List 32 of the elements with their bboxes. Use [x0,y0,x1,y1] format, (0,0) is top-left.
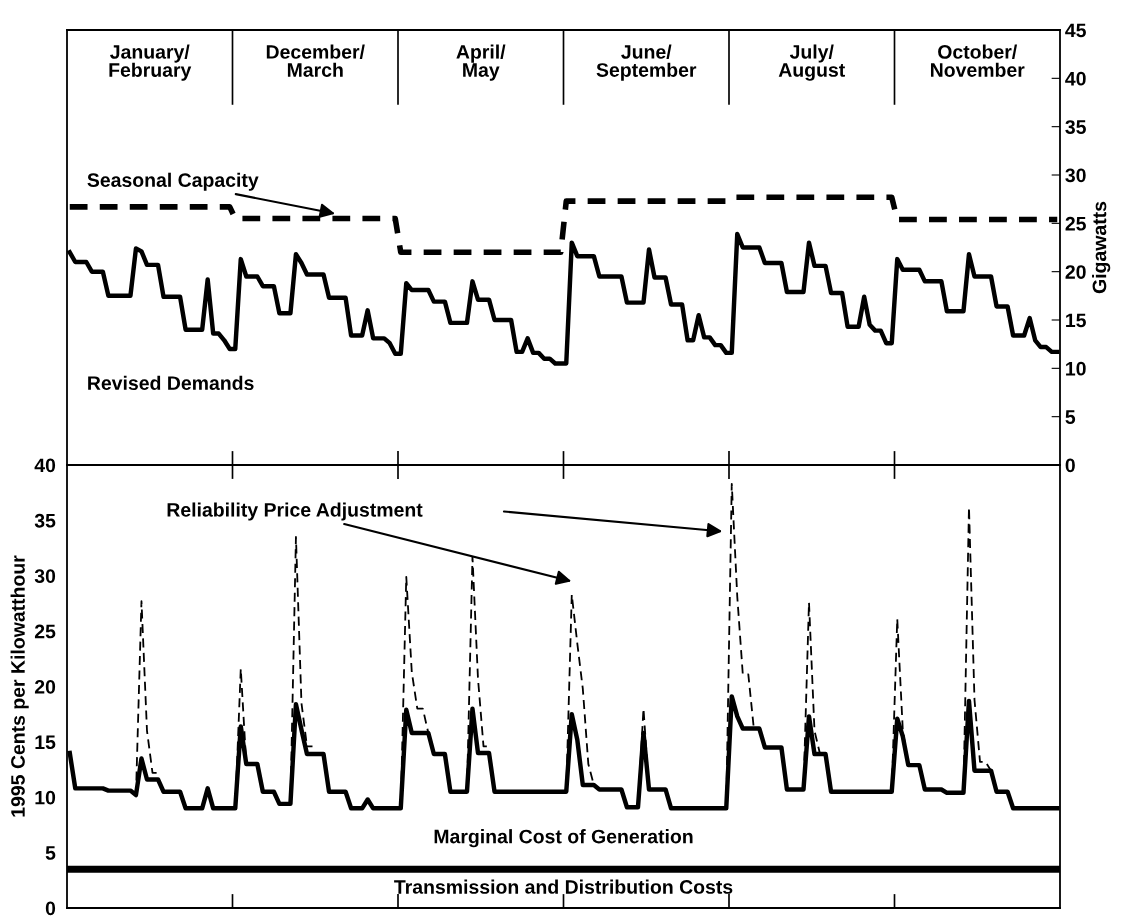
series-label: Marginal Cost of Generation [434,829,693,848]
y-axis-title: 1995 Cents per Kilowatthour [10,555,29,817]
annotation: July/ August [778,44,845,81]
y-tick-label: 45 [1065,23,1086,38]
y-tick-label: 15 [1066,313,1086,328]
y-tick-label: 0 [45,901,56,916]
y-tick-label: 10 [35,790,56,805]
y-tick-label: 30 [34,569,56,584]
annotation: December/ March [266,44,365,77]
annotation: June/ September [596,44,697,81]
y-tick-label: 20 [34,679,56,694]
y-tick-label: 20 [1065,265,1086,279]
ref-line-label: Transmission and Distribution Costs [394,879,733,894]
y-tick-label: 35 [34,513,56,528]
y-axis-title: Gigawatts [1092,201,1111,294]
y-tick-label: 40 [1065,71,1086,86]
y-tick-label: 30 [1065,168,1086,183]
y-tick-label: 35 [1065,120,1086,134]
y-tick-label: 5 [1065,410,1076,424]
y-tick-label: 0 [1065,458,1075,473]
y-tick-label: 5 [45,846,56,860]
y-tick-label: 10 [1066,361,1086,376]
y-tick-label: 15 [35,735,56,750]
y-tick-label: 40 [34,458,56,473]
series-label: Reliability Price Adjustment [167,502,423,521]
annotation: October/ November [931,44,1025,77]
series-label: Revised Demands [88,375,254,390]
y-tick-label: 25 [34,624,56,639]
annotation: April/ May [456,44,506,81]
y-tick-label: 25 [1065,216,1086,231]
annotation: January/ February [109,44,192,81]
series-label: Seasonal Capacity [87,172,259,191]
